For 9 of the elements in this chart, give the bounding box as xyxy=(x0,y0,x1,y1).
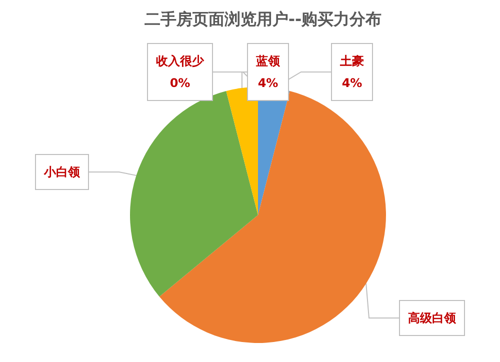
category-label: 收入很少 xyxy=(156,54,204,68)
chart-title: 二手房页面浏览用户--购买力分布 xyxy=(144,10,382,28)
slice-label: 土豪 xyxy=(339,54,364,68)
slice-label: 小白领 xyxy=(43,165,81,179)
data-label: 4% xyxy=(258,76,278,90)
slice-label: 高级白领 xyxy=(408,311,457,325)
text: 0% xyxy=(170,76,190,90)
slice-label: 蓝领 xyxy=(255,54,281,68)
data-label: 4% xyxy=(342,76,362,90)
